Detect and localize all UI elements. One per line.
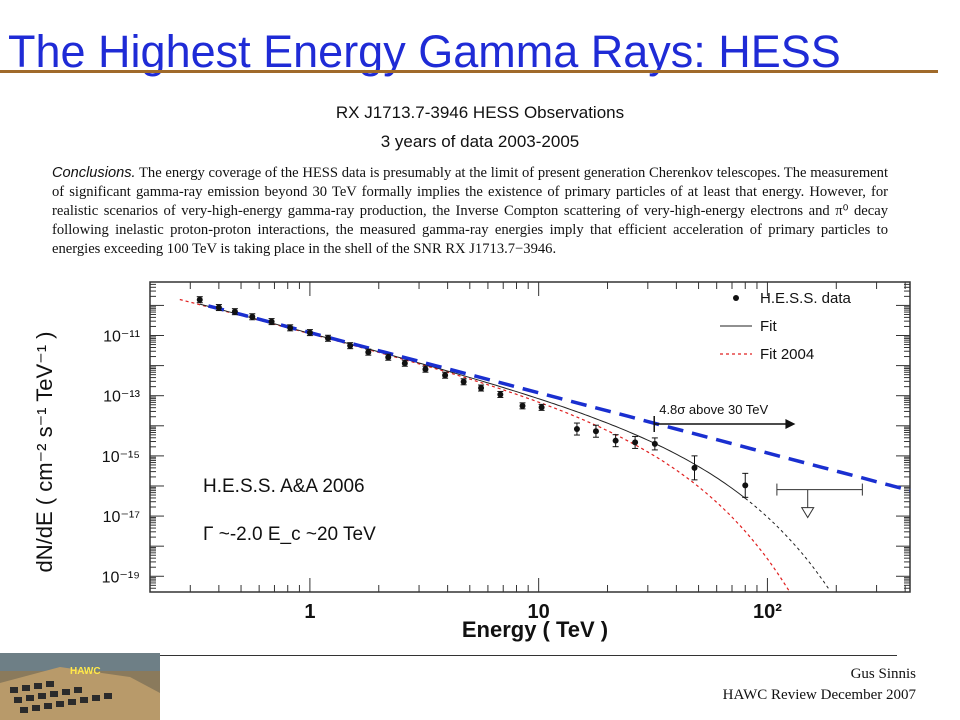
y-tick-label: 10⁻¹⁷	[103, 509, 141, 526]
fit-curve-extrapolation	[744, 497, 831, 591]
x-tick-label: 10	[528, 601, 550, 623]
conclusions-lead: Conclusions.	[52, 165, 136, 181]
legend-label: Fit 2004	[760, 346, 814, 363]
x-tick-label: 1	[304, 601, 315, 623]
slide-title: The Highest Energy Gamma Rays: HESS	[8, 26, 841, 77]
data-point	[478, 385, 485, 392]
data-point	[519, 402, 526, 409]
data-point	[196, 296, 203, 303]
upper-limit-arrow	[800, 507, 815, 519]
data-point	[691, 464, 698, 471]
y-axis-label: dN/dE ( cm⁻² s⁻¹ TeV⁻¹ )	[32, 331, 57, 572]
hawc-logo-image	[0, 653, 160, 720]
footer-event: HAWC Review December 2007	[722, 687, 916, 703]
conclusions-text: Conclusions. The energy coverage of the …	[52, 164, 888, 259]
fit-2004-curve	[179, 298, 791, 592]
y-tick-label: 10⁻¹¹	[103, 329, 140, 346]
data-point	[385, 354, 392, 361]
data-point	[306, 329, 313, 336]
data-point	[632, 439, 639, 446]
data-point	[460, 378, 467, 385]
data-point	[231, 308, 238, 315]
plot-frame	[149, 281, 911, 593]
data-point	[538, 404, 545, 411]
legend-label: Fit	[760, 318, 777, 335]
data-point	[249, 313, 256, 320]
footer-divider	[160, 655, 897, 656]
citation-annotation: H.E.S.S. A&A 2006	[203, 476, 365, 497]
footer-author: Gus Sinnis	[850, 666, 916, 682]
data-point	[651, 440, 658, 447]
spectrum-chart: dN/dE ( cm⁻² s⁻¹ TeV⁻¹ ) 1 10 10² 10⁻¹¹ 10⁻¹…	[32, 281, 911, 642]
data-point	[442, 372, 449, 379]
legend-marker	[733, 295, 739, 301]
subtitle-observations: RX J1713.7-3946 HESS Observations	[335, 103, 625, 122]
fit-parameters-annotation: Γ ~-2.0 E_c ~20 TeV	[203, 524, 376, 545]
y-tick-label: 10⁻¹⁹	[102, 569, 140, 586]
data-point	[612, 437, 619, 444]
significance-arrow-head	[785, 419, 796, 429]
power-law-line	[207, 304, 911, 493]
legend-label: H.E.S.S. data	[760, 290, 852, 307]
x-axis-label: Energy ( TeV )	[462, 617, 608, 642]
data-point	[742, 482, 749, 489]
conclusions-body: The energy coverage of the HESS data is …	[52, 165, 888, 257]
data-point	[325, 335, 332, 342]
data-point	[592, 428, 599, 435]
data-point	[215, 304, 222, 311]
data-point	[401, 360, 408, 367]
footer: Gus Sinnis HAWC Review December 2007	[723, 664, 916, 706]
x-tick-label: 10²	[753, 601, 782, 623]
significance-annotation: 4.8σ above 30 TeV	[659, 402, 768, 417]
data-point	[497, 391, 504, 398]
data-point	[573, 426, 580, 433]
y-axis-label-text: dN/dE ( cm⁻² s⁻¹ TeV⁻¹ )	[32, 331, 57, 572]
title-divider	[0, 70, 938, 73]
data-point	[422, 366, 429, 373]
subtitle-data-range: 3 years of data 2003-2005	[380, 132, 580, 151]
y-tick-label: 10⁻¹⁵	[102, 449, 140, 466]
data-point	[347, 342, 354, 349]
data-point	[365, 349, 372, 356]
y-tick-label: 10⁻¹³	[103, 389, 141, 406]
data-point	[268, 318, 275, 325]
data-point	[287, 324, 294, 331]
logo-label: HAWC	[70, 666, 101, 677]
